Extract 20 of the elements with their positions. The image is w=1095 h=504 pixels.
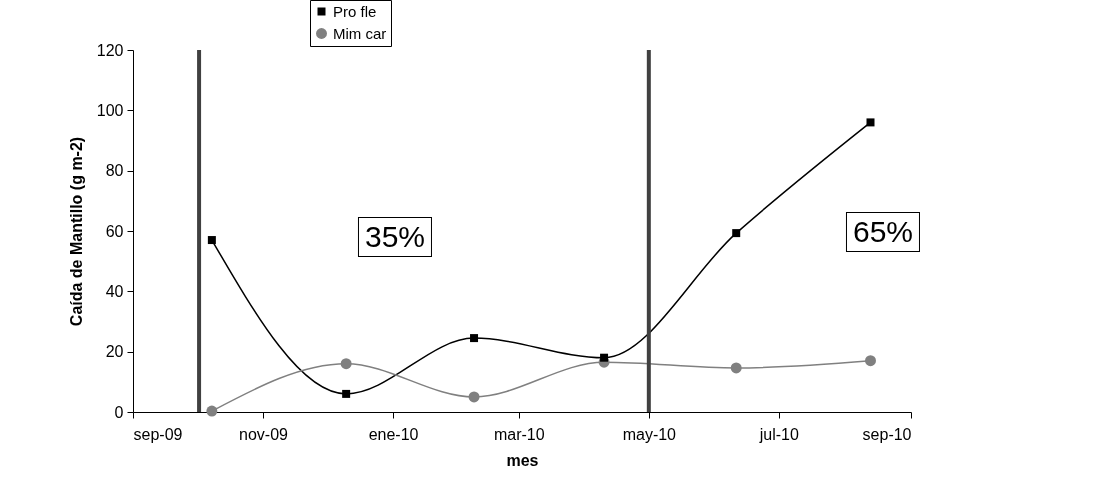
y-tick-label: 80 (105, 162, 124, 180)
y-tick-label: 20 (105, 343, 124, 361)
x-tick-label: sep-10 (862, 425, 912, 443)
x-tick-label: jul-10 (758, 425, 800, 443)
x-tick-label: mar-10 (493, 425, 545, 443)
annotation: 35% (357, 217, 433, 257)
x-tick-label: may-10 (622, 425, 677, 443)
y-tick-label: 120 (96, 41, 124, 59)
x-tick-label: ene-10 (368, 425, 419, 443)
legend-label: Pro fle (333, 2, 377, 20)
y-tick-label: 0 (114, 403, 124, 421)
legend-label: Mim car (333, 24, 387, 42)
y-axis-title: Caída de Mantillo (g m-2) (67, 136, 85, 327)
x-tick-label: sep-09 (133, 425, 183, 443)
y-tick-label: 60 (105, 222, 124, 240)
x-tick-label: nov-09 (239, 425, 289, 443)
x-axis-title: mes (506, 451, 539, 469)
y-tick-label: 100 (96, 101, 124, 119)
y-tick-label: 40 (105, 282, 124, 300)
annotation: 65% (845, 212, 921, 252)
